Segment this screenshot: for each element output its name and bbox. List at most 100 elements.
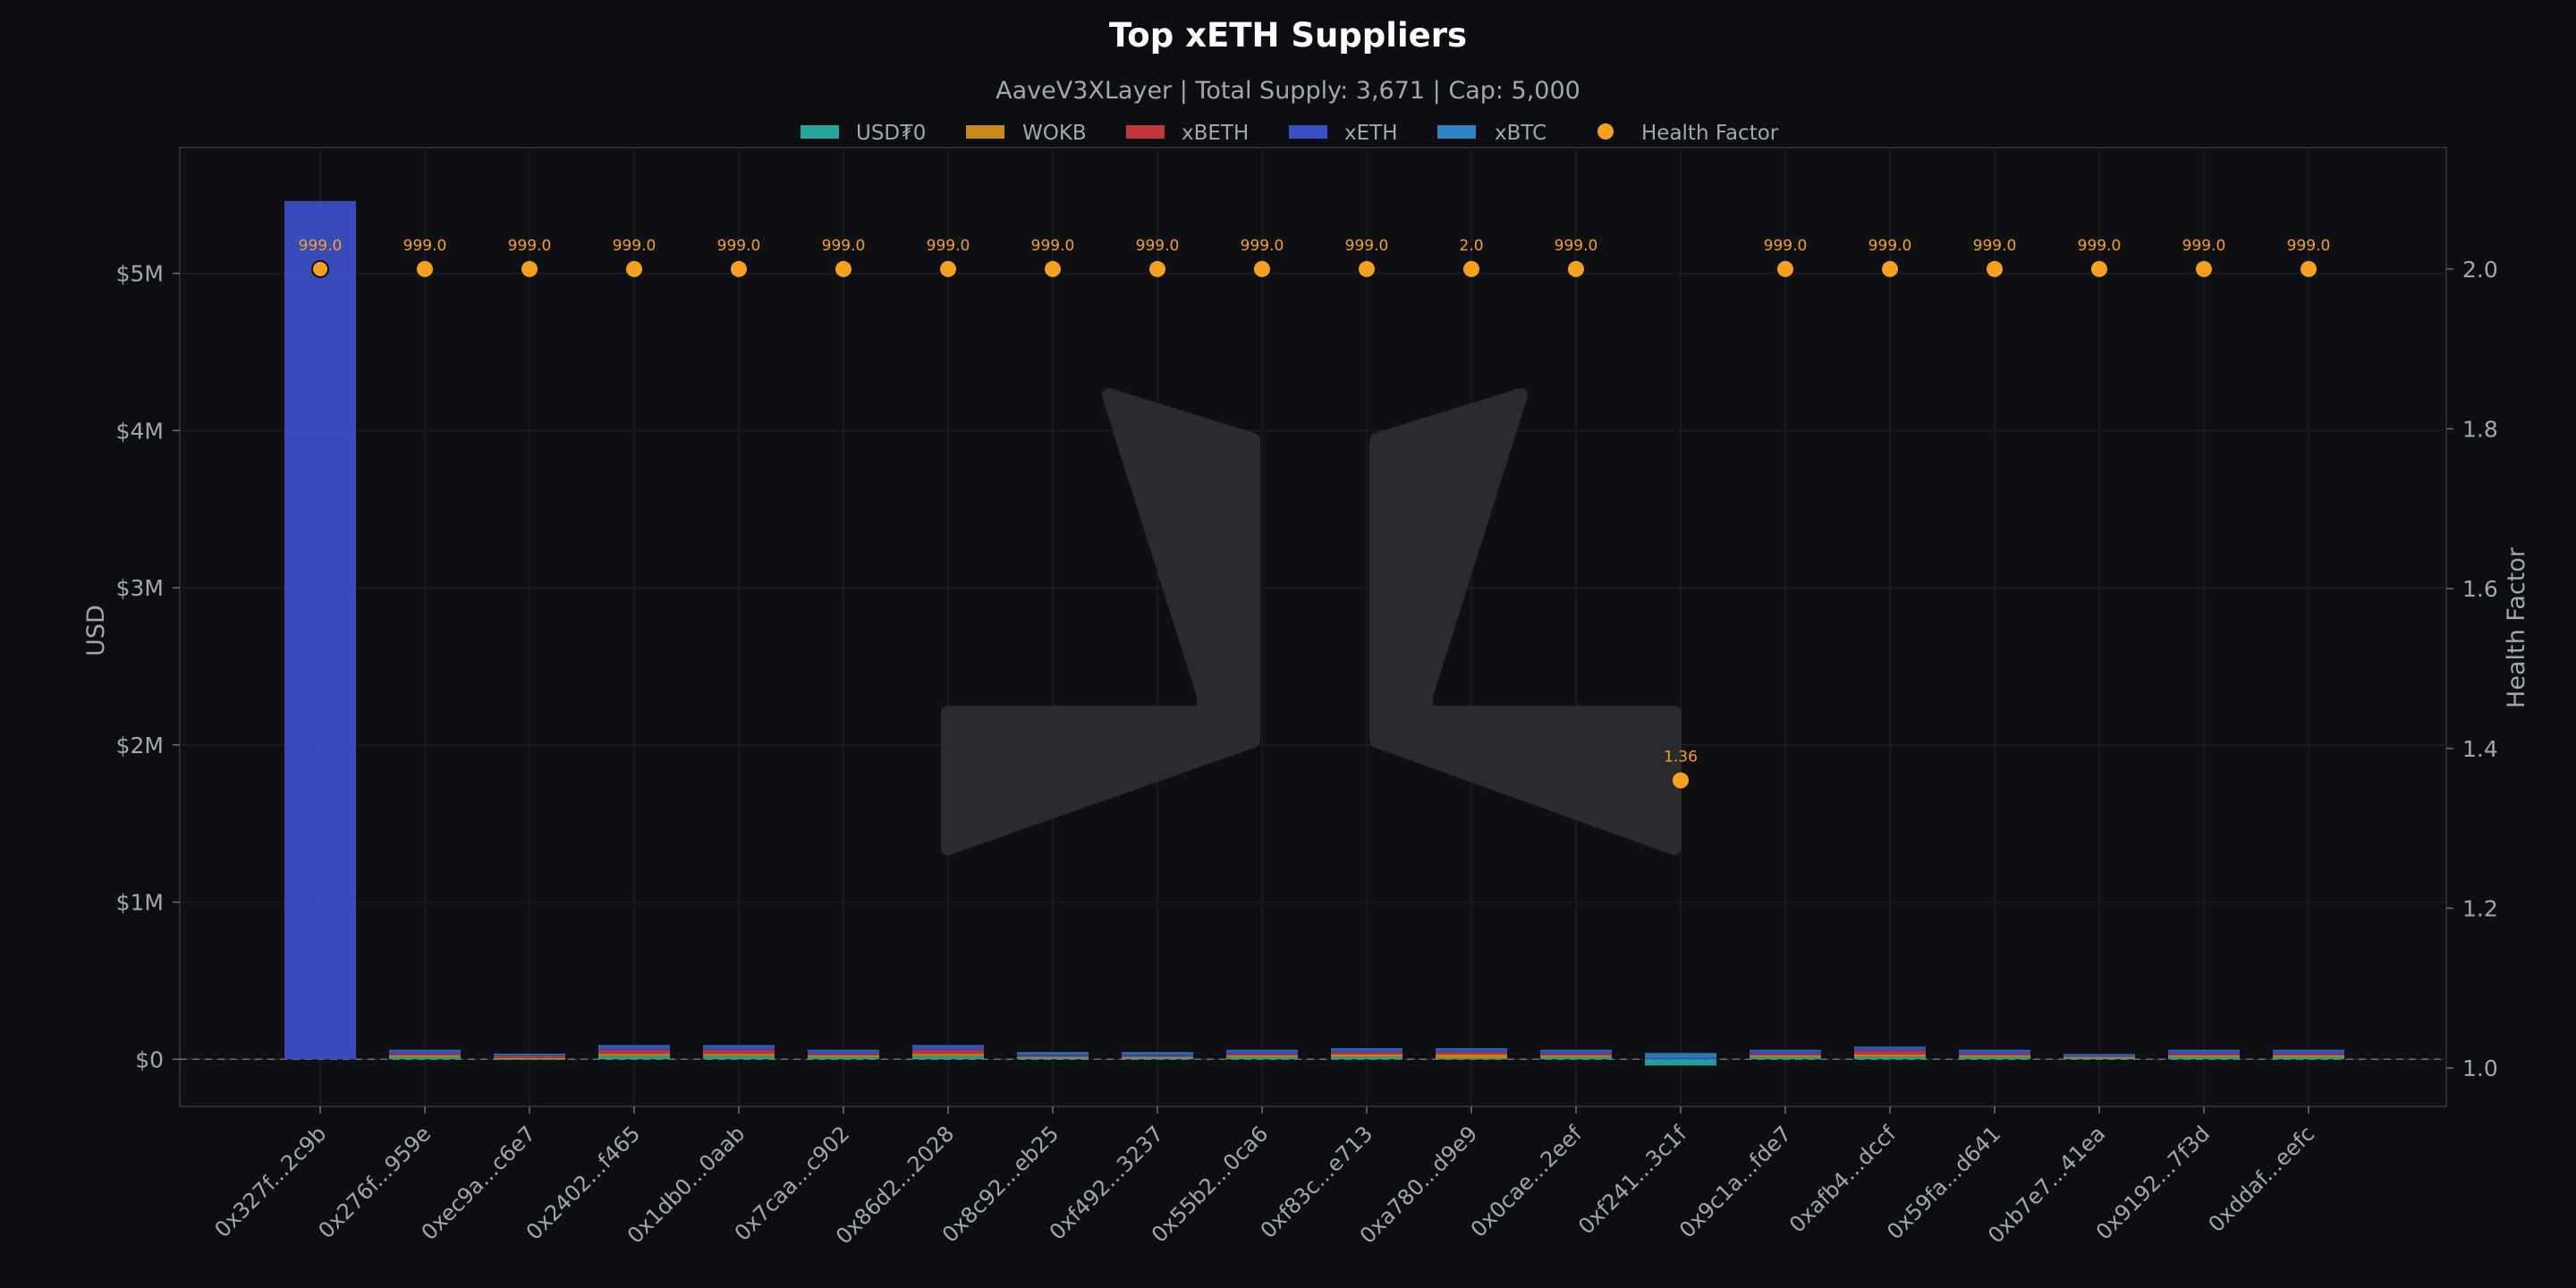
y-tick-label-5: $5M <box>116 261 164 287</box>
health-factor-label-7: 999.0 <box>1031 237 1075 255</box>
bar-xbeth-16 <box>1959 1054 2030 1055</box>
bar-wokb-15 <box>1854 1055 1926 1057</box>
bar-wokb-8 <box>1122 1056 1193 1058</box>
health-factor-label-18: 999.0 <box>2182 237 2226 255</box>
bar-xeth-0 <box>284 200 356 1060</box>
health-factor-label-2: 999.0 <box>508 237 552 255</box>
legend-marker-health-factor <box>1597 123 1614 140</box>
bar-usd-0-6 <box>912 1055 984 1060</box>
health-factor-point-16 <box>1987 260 2003 277</box>
bar-usd-0-8 <box>1122 1057 1193 1060</box>
bar-usd-0-13 <box>1645 1059 1716 1066</box>
bar-usd-0-3 <box>598 1055 670 1060</box>
bar-xbtc-10 <box>1331 1047 1402 1049</box>
health-factor-label-10: 999.0 <box>1345 237 1389 255</box>
bar-usd-0-14 <box>1750 1056 1821 1060</box>
bar-xeth-15 <box>1854 1047 1926 1051</box>
bar-xbtc-12 <box>1540 1049 1612 1051</box>
bar-xeth-7 <box>1017 1054 1089 1056</box>
bar-xbeth-9 <box>1226 1054 1298 1055</box>
bar-wokb-6 <box>912 1054 984 1056</box>
bar-xbeth-19 <box>2273 1054 2344 1055</box>
health-factor-point-7 <box>1045 260 1061 277</box>
bar-usd-0-9 <box>1226 1056 1298 1060</box>
health-factor-label-19: 999.0 <box>2287 237 2331 255</box>
bar-xbtc-16 <box>1959 1049 2030 1051</box>
bar-wokb-18 <box>2168 1055 2240 1057</box>
health-factor-point-8 <box>1149 260 1165 277</box>
legend-swatch-wokb <box>966 125 1004 139</box>
grid-lines <box>180 148 2446 1106</box>
health-factor-point-6 <box>940 260 956 277</box>
bar-wokb-19 <box>2273 1055 2344 1057</box>
legend-label-wokb: WOKB <box>1022 122 1087 145</box>
legend-swatch-xbtc <box>1437 125 1476 139</box>
health-factor-label-1: 999.0 <box>403 237 447 255</box>
bar-usd-0-18 <box>2168 1056 2240 1060</box>
bar-xeth-13 <box>1645 1057 1716 1060</box>
bar-xbeth-2 <box>494 1055 565 1058</box>
bar-wokb-4 <box>703 1054 775 1056</box>
y-axis-right: 1.0 1.2 1.4 1.6 1.8 2.0 <box>2446 257 2498 1081</box>
bar-xeth-16 <box>1959 1050 2030 1055</box>
bar-xbtc-11 <box>1436 1047 1507 1049</box>
health-factor-label-5: 999.0 <box>822 237 866 255</box>
bar-usd-0-12 <box>1540 1056 1612 1060</box>
bar-usd-0-1 <box>389 1056 461 1060</box>
bar-xeth-14 <box>1750 1050 1821 1055</box>
health-factor-point-3 <box>626 260 642 277</box>
y2-tick-label-3: 1.6 <box>2462 576 2498 602</box>
bar-usd-0-19 <box>2273 1056 2344 1060</box>
bar-wokb-17 <box>2063 1056 2135 1058</box>
bar-xbeth-5 <box>808 1054 879 1055</box>
bar-xeth-8 <box>1122 1054 1193 1056</box>
health-factor-point-13 <box>1673 772 1689 789</box>
legend-label-xeth: xETH <box>1344 122 1398 145</box>
bar-xbtc-17 <box>2063 1054 2135 1055</box>
bar-xbeth-12 <box>1540 1054 1612 1055</box>
bar-xbtc-14 <box>1750 1049 1821 1051</box>
health-factor-point-11 <box>1463 260 1479 277</box>
bar-xeth-11 <box>1436 1048 1507 1053</box>
chart-subtitle: AaveV3XLayer | Total Supply: 3,671 | Cap… <box>996 77 1580 105</box>
bar-wokb-10 <box>1331 1055 1402 1057</box>
health-factor-label-3: 999.0 <box>613 237 657 255</box>
bar-xeth-2 <box>494 1054 565 1056</box>
bar-xbtc-7 <box>1017 1052 1089 1055</box>
bar-xbtc-3 <box>598 1045 670 1046</box>
health-factor-point-0 <box>311 259 329 278</box>
plot-area <box>179 147 2447 1107</box>
y-axis-label: USD <box>82 605 110 657</box>
bar-usd-0-2 <box>494 1058 565 1060</box>
bar-xbeth-15 <box>1854 1050 1926 1055</box>
health-factor-label-4: 999.0 <box>717 237 761 255</box>
bar-wokb-3 <box>598 1054 670 1056</box>
health-factor-label-13: 1.36 <box>1664 749 1698 767</box>
y2-tick-label-4: 1.8 <box>2462 416 2498 442</box>
bar-xbeth-10 <box>1331 1052 1402 1055</box>
y2-axis-label: Health Factor <box>2503 547 2530 708</box>
bar-xeth-18 <box>2168 1050 2240 1055</box>
health-factor-point-14 <box>1777 260 1793 277</box>
bar-xbeth-1 <box>389 1054 461 1055</box>
bar-xbtc-15 <box>1854 1046 1926 1048</box>
bar-wokb-9 <box>1226 1055 1298 1057</box>
bar-xeth-9 <box>1226 1050 1298 1055</box>
bar-usd-0-11 <box>1436 1058 1507 1060</box>
bar-xbeth-3 <box>598 1049 670 1055</box>
y-tick-label-4: $4M <box>116 418 164 444</box>
health-factor-label-14: 999.0 <box>1764 237 1808 255</box>
legend-label-xbeth: xBETH <box>1182 122 1249 145</box>
bar-wokb-1 <box>389 1055 461 1057</box>
health-factor-point-15 <box>1882 260 1898 277</box>
bar-xbeth-11 <box>1436 1052 1507 1055</box>
health-factor-point-10 <box>1359 260 1375 277</box>
bar-xeth-17 <box>2063 1055 2135 1057</box>
bar-wokb-5 <box>808 1055 879 1057</box>
bar-xbtc-6 <box>912 1045 984 1046</box>
bar-xbeth-14 <box>1750 1054 1821 1055</box>
y-tick-label-1: $1M <box>116 890 164 916</box>
bar-wokb-12 <box>1540 1055 1612 1057</box>
health-factor-label-11: 2.0 <box>1459 237 1483 255</box>
